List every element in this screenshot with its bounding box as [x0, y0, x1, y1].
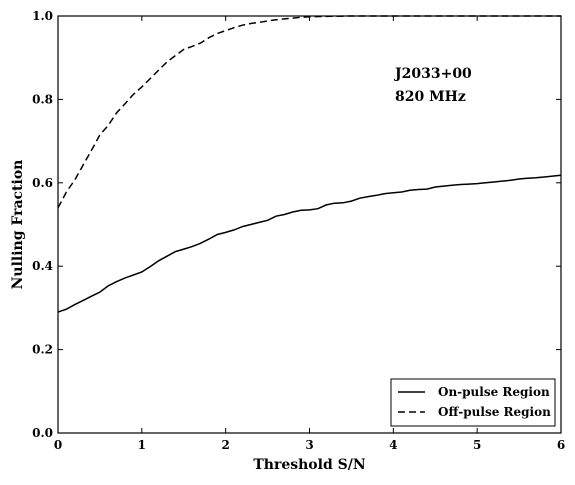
y-tick-label: 0.8	[32, 92, 53, 106]
x-tick-label: 0	[54, 438, 62, 452]
legend-label-on-pulse: On-pulse Region	[438, 385, 550, 399]
y-tick-label: 0.0	[32, 426, 53, 440]
x-tick-label: 1	[138, 438, 146, 452]
y-tick-label: 0.6	[32, 176, 53, 190]
x-tick-label: 4	[389, 438, 397, 452]
x-tick-label: 6	[557, 438, 565, 452]
annotation-frequency: 820 MHz	[395, 89, 466, 105]
y-tick-label: 0.4	[32, 259, 53, 273]
annotation-source-name: J2033+00	[393, 66, 472, 82]
series-line-on-pulse	[57, 174, 562, 313]
y-tick-label: 0.2	[32, 343, 53, 357]
y-axis-title: Nulling Fraction	[10, 160, 26, 290]
legend-label-off-pulse: Off-pulse Region	[438, 405, 551, 419]
ticks-group: 0 1 2 3 4 5 6 0.0 0.2 0.4 0.6 0.8 1.0	[32, 9, 565, 452]
x-tick-label: 3	[305, 438, 313, 452]
x-tick-label: 2	[221, 438, 229, 452]
y-tick-label: 1.0	[32, 9, 53, 23]
x-tick-label: 5	[473, 438, 481, 452]
x-axis-title: Threshold S/N	[253, 457, 365, 473]
series-group	[57, 15, 562, 313]
plot-frame	[57, 15, 562, 434]
legend-box	[390, 378, 556, 427]
legend: On-pulse Region Off-pulse Region	[390, 378, 556, 427]
series-line-off-pulse	[57, 15, 561, 209]
